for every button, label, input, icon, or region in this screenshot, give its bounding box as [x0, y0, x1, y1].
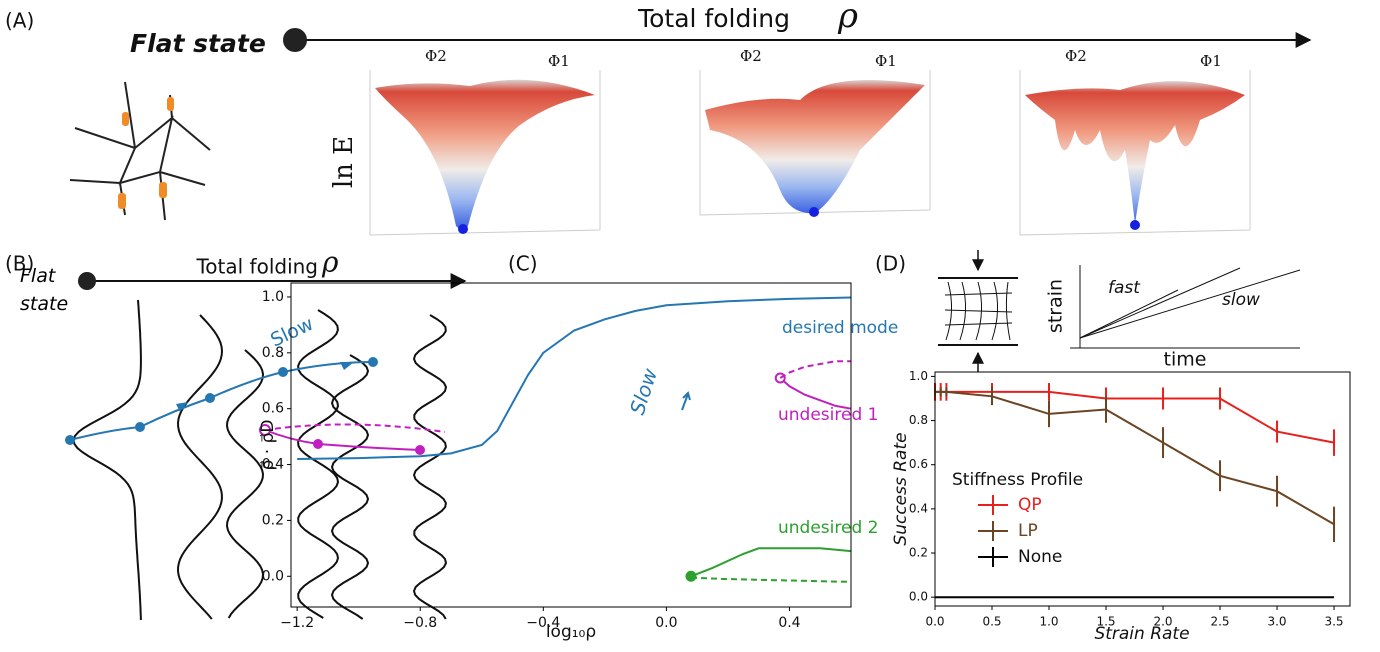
- minimum: [1130, 220, 1140, 230]
- y-tick-label: 0.8: [262, 345, 284, 361]
- panel-label: (A): [5, 9, 34, 33]
- axis-label: Φ2: [1065, 47, 1087, 65]
- legend-label: QP: [1018, 495, 1042, 515]
- start-marker: [685, 570, 697, 582]
- path: [264, 429, 421, 451]
- energy-curve: [72, 299, 142, 621]
- x-tick-label: 0.0: [925, 615, 944, 629]
- line: [779, 360, 851, 379]
- line: [690, 547, 852, 578]
- y-tick-label: 0.2: [262, 512, 284, 528]
- x-tick-label: 2.5: [1210, 615, 1229, 629]
- legend-label: None: [1018, 547, 1062, 567]
- rho: ρ: [837, 0, 858, 36]
- title: Total folding: [195, 255, 318, 279]
- x-tick-label: 1.0: [1039, 615, 1058, 629]
- annotation: Slow: [625, 365, 663, 418]
- y-axis-label: ρ⃗ · ρ⃗D: [258, 420, 278, 471]
- states: [259, 424, 425, 455]
- panel-label: (D): [875, 252, 906, 276]
- series-label: desired mode: [782, 318, 898, 338]
- y-axis-label: Success Rate: [891, 432, 911, 545]
- legend-title: Stiffness Profile: [952, 470, 1083, 490]
- y-tick-label: 0.8: [909, 413, 928, 427]
- energy-curve: [176, 314, 224, 620]
- energy-curve: [330, 354, 370, 620]
- y-tick-label: 0.0: [909, 590, 928, 604]
- x-tick-label: 3.0: [1267, 615, 1286, 629]
- plot-frame: [290, 282, 852, 608]
- y-tick-label: 0.0: [262, 568, 284, 584]
- rho: ρ: [321, 246, 339, 279]
- x-tick-label: −0.8: [403, 615, 437, 631]
- series-label: undesired 1: [778, 405, 878, 425]
- flat-dot: [78, 272, 96, 290]
- y-tick-label: 0.6: [262, 401, 284, 417]
- y-tick-label: 0.2: [909, 546, 928, 560]
- energy-curve: [297, 309, 340, 619]
- inset-label: slow: [1222, 290, 1260, 310]
- axis-label: Φ2: [425, 47, 447, 65]
- minimum: [809, 207, 819, 217]
- axis-label: Φ1: [548, 52, 570, 70]
- y-tick-label: 0.6: [909, 457, 928, 471]
- inset-axis-label: time: [1164, 349, 1207, 371]
- flat-state: Flat state: [20, 265, 69, 315]
- flat-dot: [283, 28, 307, 52]
- y-tick-label: 1.0: [909, 369, 928, 383]
- minimum: [458, 224, 468, 234]
- x-tick-label: 0.4: [778, 615, 800, 631]
- states: [65, 357, 378, 445]
- inset-diagram: [938, 250, 1301, 372]
- panel-label: (C): [508, 252, 538, 276]
- axis-label: Φ2: [740, 47, 762, 65]
- energy-curves: [72, 299, 448, 621]
- series-label: undesired 2: [778, 518, 878, 538]
- plot-frame: [934, 371, 1351, 607]
- x-tick-label: 0.0: [655, 615, 677, 631]
- title: Total folding: [637, 4, 790, 33]
- annotation-arrow: [681, 391, 691, 411]
- joints: [118, 97, 174, 209]
- path: [264, 423, 446, 433]
- x-tick-label: −1.2: [280, 615, 314, 631]
- inset-label: fast: [1108, 278, 1141, 298]
- line: [935, 390, 1335, 444]
- legend-label: LP: [1018, 521, 1038, 541]
- y-tick-label: 0.4: [262, 457, 284, 473]
- line: [690, 576, 852, 583]
- network: [69, 81, 211, 221]
- energy-curve: [412, 314, 448, 620]
- x-axis-label: Strain Rate: [1094, 624, 1189, 644]
- line: [297, 296, 852, 460]
- x-tick-label: 2.0: [1153, 615, 1172, 629]
- x-tick-label: 1.5: [1096, 615, 1115, 629]
- y-tick-label: 1.0: [262, 289, 284, 305]
- x-tick-label: −0.4: [526, 615, 560, 631]
- energy-curve: [225, 349, 265, 619]
- panel-label: (B): [5, 252, 34, 276]
- axis-label: Φ1: [1200, 52, 1222, 70]
- flat-state: Flat state: [130, 29, 266, 58]
- x-axis-label: log₁₀ρ: [546, 622, 596, 642]
- axis-label: Φ1: [875, 52, 897, 70]
- x-tick-label: 0.5: [982, 615, 1001, 629]
- line: [935, 390, 1335, 526]
- y-tick-label: 0.4: [909, 501, 928, 515]
- x-tick-label: 3.5: [1324, 615, 1343, 629]
- line: [779, 377, 852, 410]
- inset-axis-label: strain: [1045, 279, 1067, 333]
- slow-path: [69, 361, 374, 441]
- z-label: ln E: [329, 136, 359, 188]
